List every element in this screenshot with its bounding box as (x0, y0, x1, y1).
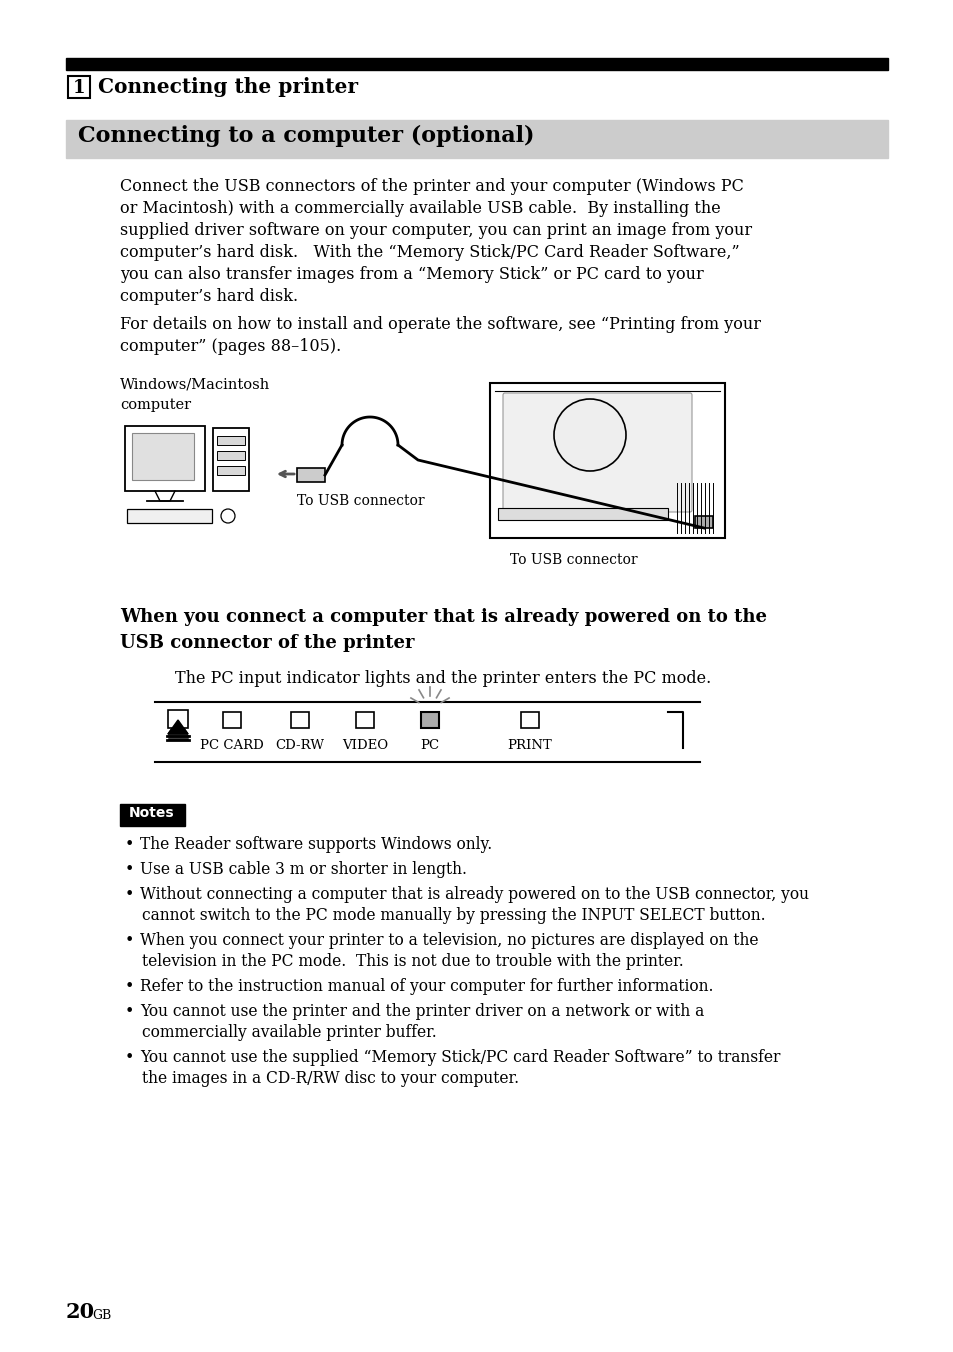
Text: •: • (125, 1003, 134, 1019)
Text: For details on how to install and operate the software, see “Printing from your: For details on how to install and operat… (120, 316, 760, 333)
Text: computer’s hard disk.   With the “Memory Stick/PC Card Reader Software,”: computer’s hard disk. With the “Memory S… (120, 243, 739, 261)
Text: or Macintosh) with a commercially available USB cable.  By installing the: or Macintosh) with a commercially availa… (120, 200, 720, 218)
Text: computer’s hard disk.: computer’s hard disk. (120, 288, 297, 306)
FancyBboxPatch shape (168, 710, 188, 727)
Text: CD-RW: CD-RW (275, 740, 324, 752)
FancyBboxPatch shape (490, 383, 724, 538)
Text: Connect the USB connectors of the printer and your computer (Windows PC: Connect the USB connectors of the printe… (120, 178, 743, 195)
Text: •: • (125, 836, 134, 853)
Text: Notes: Notes (129, 806, 174, 821)
Circle shape (221, 508, 234, 523)
Text: •: • (125, 977, 134, 995)
FancyBboxPatch shape (120, 804, 185, 826)
FancyBboxPatch shape (502, 393, 691, 512)
Circle shape (554, 399, 625, 470)
Text: When you connect a computer that is already powered on to the: When you connect a computer that is alre… (120, 608, 766, 626)
Text: PC CARD: PC CARD (200, 740, 264, 752)
Polygon shape (168, 721, 188, 734)
FancyBboxPatch shape (296, 468, 325, 483)
Text: To USB connector: To USB connector (510, 553, 637, 566)
Text: VIDEO: VIDEO (341, 740, 388, 752)
FancyBboxPatch shape (132, 433, 193, 480)
FancyBboxPatch shape (420, 713, 438, 727)
Text: PC: PC (420, 740, 439, 752)
FancyBboxPatch shape (216, 435, 245, 445)
Text: The Reader software supports Windows only.: The Reader software supports Windows onl… (140, 836, 492, 853)
Text: cannot switch to the PC mode manually by pressing the INPUT SELECT button.: cannot switch to the PC mode manually by… (142, 907, 765, 923)
FancyBboxPatch shape (213, 429, 249, 491)
Bar (66, 120, 887, 158)
FancyBboxPatch shape (68, 76, 90, 97)
Text: commercially available printer buffer.: commercially available printer buffer. (142, 1023, 436, 1041)
Text: When you connect your printer to a television, no pictures are displayed on the: When you connect your printer to a telev… (140, 932, 758, 949)
Text: you can also transfer images from a “Memory Stick” or PC card to your: you can also transfer images from a “Mem… (120, 266, 703, 283)
Text: Without connecting a computer that is already powered on to the USB connector, y: Without connecting a computer that is al… (140, 886, 808, 903)
FancyBboxPatch shape (497, 508, 667, 521)
Bar (66, 58, 887, 70)
FancyBboxPatch shape (520, 713, 538, 727)
Text: Connecting to a computer (optional): Connecting to a computer (optional) (78, 124, 534, 147)
Text: PRINT: PRINT (507, 740, 552, 752)
FancyBboxPatch shape (127, 508, 212, 523)
FancyBboxPatch shape (291, 713, 309, 727)
Text: •: • (125, 1049, 134, 1065)
Text: the images in a CD-R/RW disc to your computer.: the images in a CD-R/RW disc to your com… (142, 1069, 518, 1087)
Text: GB: GB (91, 1309, 112, 1322)
Text: •: • (125, 886, 134, 903)
FancyBboxPatch shape (355, 713, 374, 727)
FancyBboxPatch shape (216, 452, 245, 460)
FancyBboxPatch shape (125, 426, 205, 491)
Text: To USB connector: To USB connector (296, 493, 424, 508)
Text: Connecting the printer: Connecting the printer (98, 77, 357, 97)
FancyBboxPatch shape (223, 713, 241, 727)
Text: supplied driver software on your computer, you can print an image from your: supplied driver software on your compute… (120, 222, 751, 239)
FancyBboxPatch shape (695, 516, 712, 529)
Text: •: • (125, 932, 134, 949)
Text: 1: 1 (72, 78, 85, 97)
Text: USB connector of the printer: USB connector of the printer (120, 634, 414, 652)
Text: television in the PC mode.  This is not due to trouble with the printer.: television in the PC mode. This is not d… (142, 953, 683, 969)
Text: The PC input indicator lights and the printer enters the PC mode.: The PC input indicator lights and the pr… (174, 671, 711, 687)
Text: 20: 20 (66, 1302, 95, 1322)
Text: You cannot use the supplied “Memory Stick/PC card Reader Software” to transfer: You cannot use the supplied “Memory Stic… (140, 1049, 780, 1065)
Text: You cannot use the printer and the printer driver on a network or with a: You cannot use the printer and the print… (140, 1003, 703, 1019)
Text: •: • (125, 861, 134, 877)
FancyBboxPatch shape (216, 466, 245, 475)
Text: Windows/Macintosh
computer: Windows/Macintosh computer (120, 379, 270, 411)
Polygon shape (168, 721, 188, 734)
Text: computer” (pages 88–105).: computer” (pages 88–105). (120, 338, 341, 356)
Text: Refer to the instruction manual of your computer for further information.: Refer to the instruction manual of your … (140, 977, 713, 995)
Text: Use a USB cable 3 m or shorter in length.: Use a USB cable 3 m or shorter in length… (140, 861, 467, 877)
